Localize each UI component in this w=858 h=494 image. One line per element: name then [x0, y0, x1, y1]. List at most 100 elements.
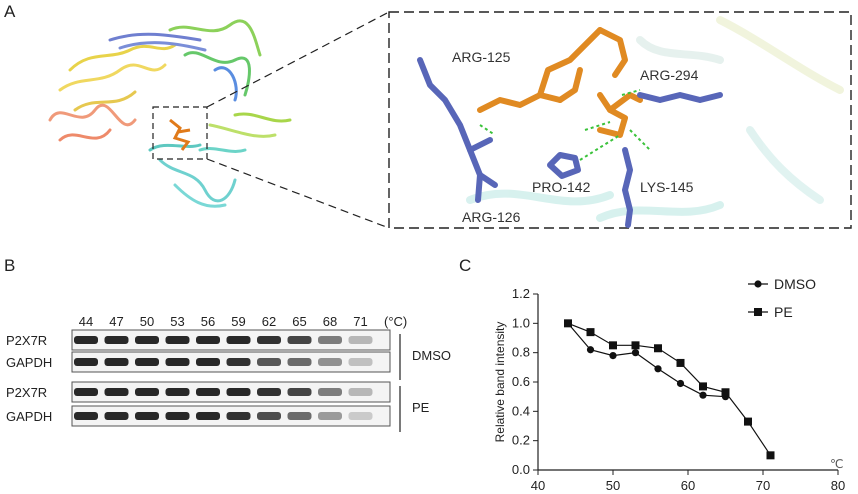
- temperature-label: 44: [79, 314, 93, 329]
- temperature-label: 56: [201, 314, 215, 329]
- temperature-label: 59: [231, 314, 245, 329]
- blot-band: [74, 412, 98, 420]
- blot-band: [226, 358, 251, 366]
- y-tick-label: 0.2: [512, 433, 530, 448]
- blot-band: [196, 388, 220, 396]
- zoom-box: [152, 106, 208, 160]
- data-point-pe: [609, 341, 617, 350]
- blot-band: [104, 412, 129, 420]
- blot-band: [135, 412, 159, 420]
- residue-label-pro142: PRO-142: [532, 179, 591, 195]
- blot-row-label: P2X7R: [6, 333, 47, 348]
- temperature-label: 65: [292, 314, 306, 329]
- blot-band: [287, 412, 312, 420]
- blot-band: [257, 358, 281, 366]
- blot-band: [74, 388, 98, 396]
- residue-sticks: [417, 57, 723, 228]
- blot-band: [196, 358, 220, 366]
- x-axis-unit: ℃: [830, 457, 843, 471]
- group-label-pe: PE: [412, 400, 430, 415]
- temperature-label: 53: [170, 314, 184, 329]
- legend-label-dmso: DMSO: [774, 276, 816, 292]
- residue-label-arg294: ARG-294: [640, 67, 699, 83]
- legend-label-pe: PE: [774, 304, 793, 320]
- y-tick-label: 1.0: [512, 315, 530, 330]
- chart-axes: 0.0 0.2 0.4 0.6 0.8 1.0 1.2 40 50 60 70 80: [512, 286, 845, 492]
- panel-label-b: B: [4, 256, 16, 275]
- data-point-pe: [744, 417, 752, 426]
- y-tick-label: 0.8: [512, 345, 530, 360]
- data-point-pe: [631, 341, 640, 350]
- blot-band: [74, 336, 98, 344]
- blot-band: [104, 388, 129, 396]
- blot-band: [196, 412, 220, 420]
- data-point-dmso: [676, 379, 685, 388]
- data-point-dmso: [631, 349, 640, 357]
- temperature-unit: (°C): [384, 314, 407, 329]
- zoomed-background-ribbons: [466, 16, 844, 222]
- blot-band: [318, 412, 342, 420]
- ligand-zoomed: [477, 27, 643, 138]
- residue-label-arg125: ARG-125: [452, 49, 511, 65]
- blot-band: [257, 388, 281, 396]
- blot-band: [287, 388, 312, 396]
- data-point-pe: [721, 388, 730, 397]
- data-point-pe: [766, 451, 775, 460]
- data-point-pe: [676, 358, 685, 367]
- blot-band: [135, 388, 159, 396]
- protein-structure-figure: ARG-125 ARG-294 PRO-142 LYS-145 ARG-126: [48, 11, 852, 229]
- blot-band: [226, 388, 251, 396]
- temperature-label: 62: [262, 314, 276, 329]
- blot-band: [348, 412, 373, 420]
- x-tick-label: 80: [831, 478, 845, 492]
- temperature-label: 47: [109, 314, 123, 329]
- data-point-dmso: [609, 352, 617, 360]
- x-tick-label: 50: [606, 478, 620, 492]
- protein-ribbon-overview: [48, 19, 292, 208]
- blot-band: [318, 336, 342, 344]
- temperature-label: 50: [140, 314, 154, 329]
- x-tick-label: 60: [681, 478, 695, 492]
- y-tick-label: 0.0: [512, 462, 530, 477]
- blot-band: [165, 388, 190, 396]
- blot-band: [257, 336, 281, 344]
- blot-band: [257, 412, 281, 420]
- blot-band: [318, 358, 342, 366]
- blot-band: [287, 358, 312, 366]
- data-point-pe: [586, 328, 595, 337]
- blot-row-label: P2X7R: [6, 385, 47, 400]
- temperature-labels: 44 47 50 53 56 59 62 65 68 71: [79, 314, 368, 329]
- blot-row-label: GAPDH: [6, 409, 52, 424]
- data-point-dmso: [699, 391, 707, 399]
- x-tick-label: 70: [756, 478, 770, 492]
- group-label-dmso: DMSO: [412, 348, 451, 363]
- western-blot: 44 47 50 53 56 59 62 65 68 71 (°C) P2X7RGAPDHP2X7…: [6, 314, 451, 432]
- blot-row-label: GAPDH: [6, 355, 52, 370]
- blot-band: [165, 336, 190, 344]
- blot-band: [196, 336, 220, 344]
- zoom-line-top: [206, 11, 390, 108]
- x-tick-label: 40: [531, 478, 545, 492]
- blot-band: [104, 358, 129, 366]
- ligand-overview: [169, 118, 191, 151]
- residue-label-lys145: LYS-145: [640, 179, 694, 195]
- panel-label-a: A: [4, 2, 16, 21]
- residue-label-arg126: ARG-126: [462, 209, 521, 225]
- blot-band: [226, 412, 251, 420]
- y-tick-label: 1.2: [512, 286, 530, 301]
- legend-marker-pe: [754, 308, 762, 316]
- temperature-label: 68: [323, 314, 337, 329]
- blot-band: [348, 336, 373, 344]
- thermal-shift-chart: 0.0 0.2 0.4 0.6 0.8 1.0 1.2 40 50 60 70 80 DMSO PE R…: [493, 276, 845, 492]
- temperature-label: 71: [353, 314, 367, 329]
- blot-band: [287, 336, 312, 344]
- data-point-dmso: [654, 365, 662, 373]
- data-point-dmso: [586, 346, 595, 354]
- y-tick-label: 0.4: [512, 403, 530, 418]
- y-axis-label: Relative band intensity: [493, 322, 507, 443]
- blot-rows: P2X7R GAPDH P2X7R GAPDH: [6, 329, 391, 427]
- blot-band: [135, 358, 159, 366]
- blot-band: [226, 336, 251, 344]
- panel-label-c: C: [459, 256, 472, 275]
- legend-marker-dmso: [754, 280, 762, 288]
